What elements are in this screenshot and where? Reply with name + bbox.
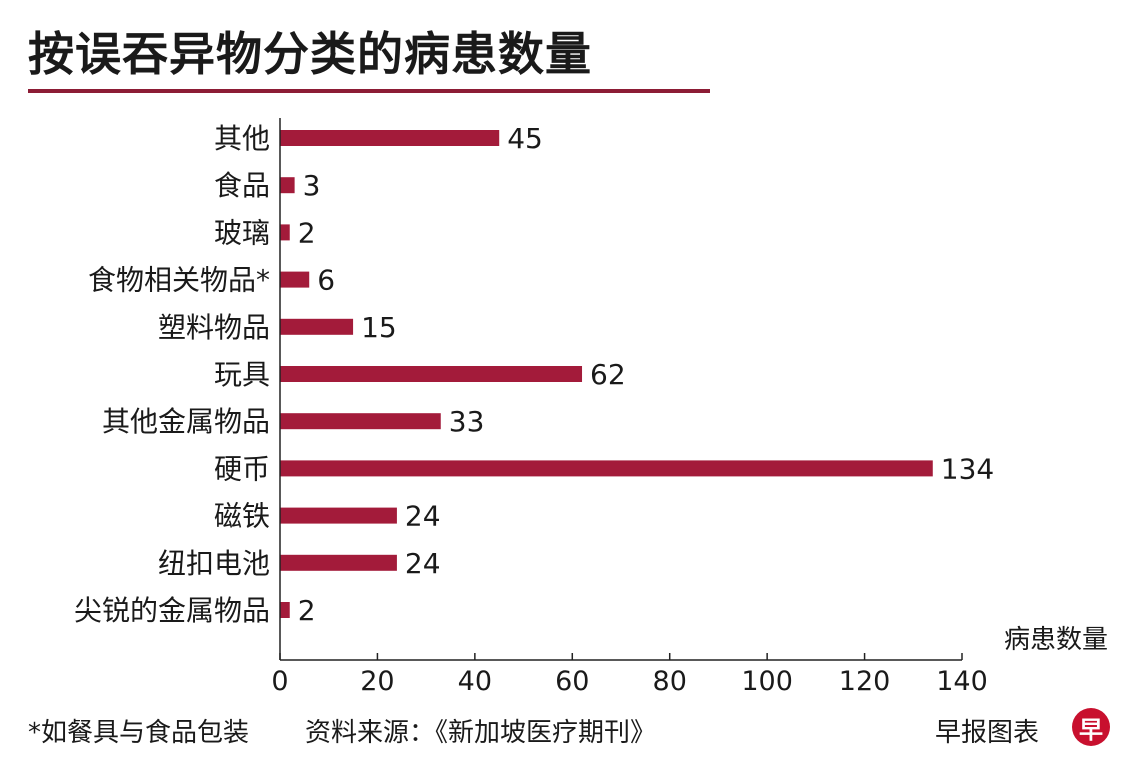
bar — [280, 413, 441, 430]
x-tick-label: 40 — [458, 666, 492, 697]
category-label: 塑料物品 — [158, 311, 270, 344]
x-tick-label: 0 — [271, 666, 288, 697]
value-label: 3 — [303, 169, 321, 202]
bar — [280, 318, 354, 335]
value-label: 62 — [590, 358, 626, 391]
value-label: 15 — [361, 311, 397, 344]
x-tick-label: 60 — [555, 666, 589, 697]
bar — [280, 554, 397, 571]
category-label: 玩具 — [214, 358, 270, 391]
value-label: 134 — [941, 452, 994, 485]
bar — [280, 507, 397, 524]
bar-chart: 其他 45 食品 3 玻璃 2 食物相关物品* 6 塑料物品 15 玩具 62 其他金属物品 33 硬币 13… — [74, 118, 1108, 697]
bar — [280, 460, 933, 477]
chart-title: 按误吞异物分类的病患数量 — [28, 27, 592, 81]
zaobao-logo: 早 — [1072, 708, 1110, 746]
category-label: 磁铁 — [214, 500, 270, 533]
value-label: 24 — [405, 547, 441, 580]
category-label: 玻璃 — [214, 216, 270, 249]
x-tick-label: 140 — [936, 666, 988, 697]
x-axis-label: 病患数量 — [1004, 625, 1108, 655]
category-label: 食品 — [214, 169, 270, 202]
x-tick-label: 100 — [741, 666, 793, 697]
x-tick-label: 80 — [653, 666, 687, 697]
bar — [280, 224, 290, 241]
x-tick-label: 20 — [360, 666, 394, 697]
value-label: 6 — [317, 264, 335, 297]
bar — [280, 271, 310, 288]
value-label: 2 — [298, 594, 316, 627]
source-note: 资料来源：《新加坡医疗期刊》 — [305, 718, 657, 748]
category-label: 其他金属物品 — [102, 405, 270, 438]
value-label: 33 — [449, 405, 485, 438]
bars-layer: 其他 45 食品 3 玻璃 2 食物相关物品* 6 塑料物品 15 玩具 62 其他金属物品 33 硬币 13… — [74, 122, 994, 627]
x-tick-label: 120 — [839, 666, 891, 697]
x-axis: 0 20 40 60 80 100 120 140 — [271, 118, 988, 697]
bar — [280, 177, 295, 194]
title-underline — [28, 89, 710, 93]
footnote: *如餐具与食品包装 — [28, 718, 250, 748]
chart-credit: 早报图表 — [935, 718, 1040, 748]
value-label: 2 — [298, 216, 316, 249]
bar — [280, 130, 500, 146]
value-label: 24 — [405, 500, 441, 533]
category-label: 食物相关物品* — [88, 264, 270, 297]
value-label: 45 — [507, 122, 543, 155]
bar — [280, 602, 290, 618]
category-label: 尖锐的金属物品 — [74, 594, 270, 627]
bar — [280, 366, 583, 382]
category-label: 其他 — [214, 122, 270, 155]
category-label: 硬币 — [214, 452, 270, 485]
category-label: 纽扣电池 — [158, 547, 270, 580]
